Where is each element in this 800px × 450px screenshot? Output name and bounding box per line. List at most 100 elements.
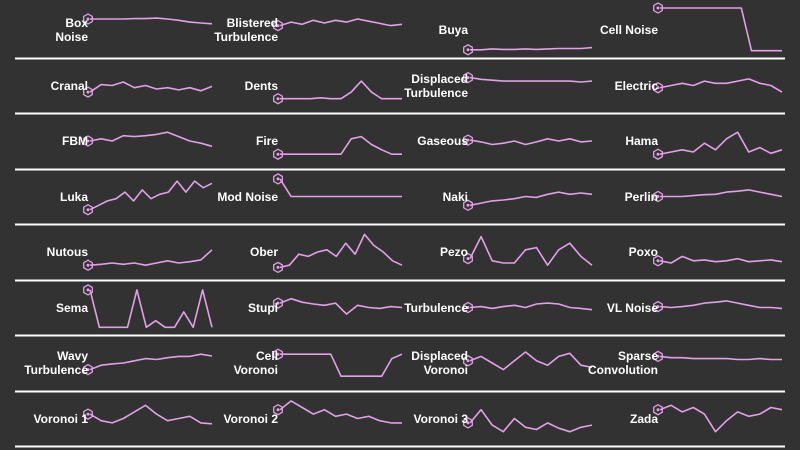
node-center-dot	[86, 139, 90, 143]
node-center-dot	[86, 17, 90, 21]
panel-label: Hama	[625, 134, 658, 148]
node-center-dot	[656, 6, 660, 10]
hexagon-node-icon	[273, 92, 283, 105]
node-center-dot	[466, 203, 470, 207]
noise-curve	[470, 46, 593, 51]
hexagon-node-icon	[653, 190, 663, 203]
node-center-dot	[656, 305, 660, 309]
noise-curve	[469, 138, 593, 146]
hexagon-node-icon	[273, 348, 283, 360]
node-center-dot	[466, 138, 470, 142]
hexagon-node-icon	[273, 403, 283, 416]
noise-curve	[659, 300, 783, 310]
noise-curve	[89, 289, 213, 329]
panel-label: Gaseous	[417, 134, 468, 148]
noise-curve	[90, 17, 213, 25]
node-center-dot	[276, 152, 280, 156]
hexagon-node-icon	[83, 86, 93, 98]
node-center-dot	[86, 412, 90, 416]
hexagon-node-icon	[653, 148, 663, 160]
panel-label: Sparse Convolution	[588, 349, 658, 377]
panel-label: Displaced Turbulence	[404, 71, 468, 100]
noise-curve	[469, 408, 593, 433]
panel-label: Cell Noise	[599, 23, 658, 37]
panel-label: FBM	[62, 134, 88, 148]
noise-curve	[659, 355, 782, 361]
hexagon-node-icon	[273, 261, 283, 274]
panel-label: Mod Noise	[217, 189, 278, 204]
hexagon-node-icon	[463, 301, 473, 314]
hexagon-node-icon	[273, 148, 283, 160]
noise-curve	[279, 297, 403, 315]
hexagon-node-icon	[83, 135, 93, 147]
noise-curve	[660, 7, 782, 52]
panel-label: Turbulence	[404, 300, 468, 315]
panel-label: Voronoi 2	[223, 411, 278, 426]
noise-curve	[89, 249, 213, 266]
hexagon-node-icon	[463, 252, 473, 265]
node-center-dot	[276, 301, 280, 305]
panel-label: Voronoi 3	[413, 411, 468, 426]
panel-label: Sema	[55, 300, 88, 315]
node-center-dot	[656, 259, 660, 263]
panel-label: Dents	[244, 78, 278, 93]
noise-curve	[279, 400, 402, 424]
node-center-dot	[86, 208, 90, 212]
panel-label: Electric	[614, 78, 658, 93]
hexagon-node-icon	[83, 408, 93, 420]
hexagon-node-icon	[653, 255, 663, 267]
noise-curve	[469, 191, 593, 207]
noise-curve	[89, 81, 213, 93]
panel-label: Perlin	[624, 189, 658, 204]
panel-label: VL Noise	[606, 300, 658, 315]
panel-label: Cell Voronoi	[233, 349, 278, 377]
panel-label: Stupl	[248, 300, 278, 315]
panel-label: Naki	[442, 189, 468, 204]
node-center-dot	[466, 359, 470, 363]
node-center-dot	[276, 265, 280, 269]
node-center-dot	[276, 24, 280, 28]
node-center-dot	[86, 263, 90, 267]
panel-label: Blistered Turbulence	[214, 16, 278, 44]
node-center-dot	[466, 76, 470, 80]
hexagon-node-icon	[463, 417, 473, 429]
node-center-dot	[466, 421, 470, 425]
hexagon-node-icon	[653, 350, 663, 363]
node-center-dot	[656, 86, 660, 90]
hexagon-node-icon	[653, 81, 663, 94]
node-center-dot	[656, 152, 660, 156]
panel-label: Zada	[629, 411, 658, 426]
noise-curve	[279, 178, 402, 198]
noise-curve	[659, 255, 783, 264]
panel-label: Displaced Voronoi	[411, 349, 468, 377]
hexagon-node-icon	[273, 173, 283, 185]
noise-curve	[469, 302, 593, 311]
hexagon-node-icon	[83, 259, 93, 271]
noise-curve	[89, 180, 213, 211]
node-center-dot	[276, 97, 280, 101]
noise-curve	[89, 131, 213, 148]
noise-curve	[659, 131, 783, 155]
node-center-dot	[466, 257, 470, 261]
hexagon-node-icon	[463, 44, 473, 56]
noise-curve	[659, 78, 783, 93]
hexagon-node-icon	[83, 284, 93, 296]
noise-curve	[89, 353, 213, 371]
node-center-dot	[656, 354, 660, 358]
node-center-dot	[466, 306, 470, 309]
node-center-dot	[656, 408, 660, 412]
noise-curve	[469, 351, 593, 371]
node-center-dot	[276, 177, 280, 181]
hexagon-node-icon	[463, 134, 473, 146]
node-center-dot	[86, 368, 90, 372]
noise-curve	[280, 80, 402, 100]
noise-curve	[279, 18, 403, 27]
hexagon-node-icon	[83, 203, 93, 216]
noise-curve	[469, 76, 593, 83]
panel-label: Poxo	[628, 245, 658, 259]
panel-label: Voronoi 1	[33, 411, 88, 426]
panel-label: Fire	[255, 134, 278, 148]
panel-label: Box Noise	[55, 16, 88, 44]
panel-label: Pezo	[439, 245, 468, 259]
